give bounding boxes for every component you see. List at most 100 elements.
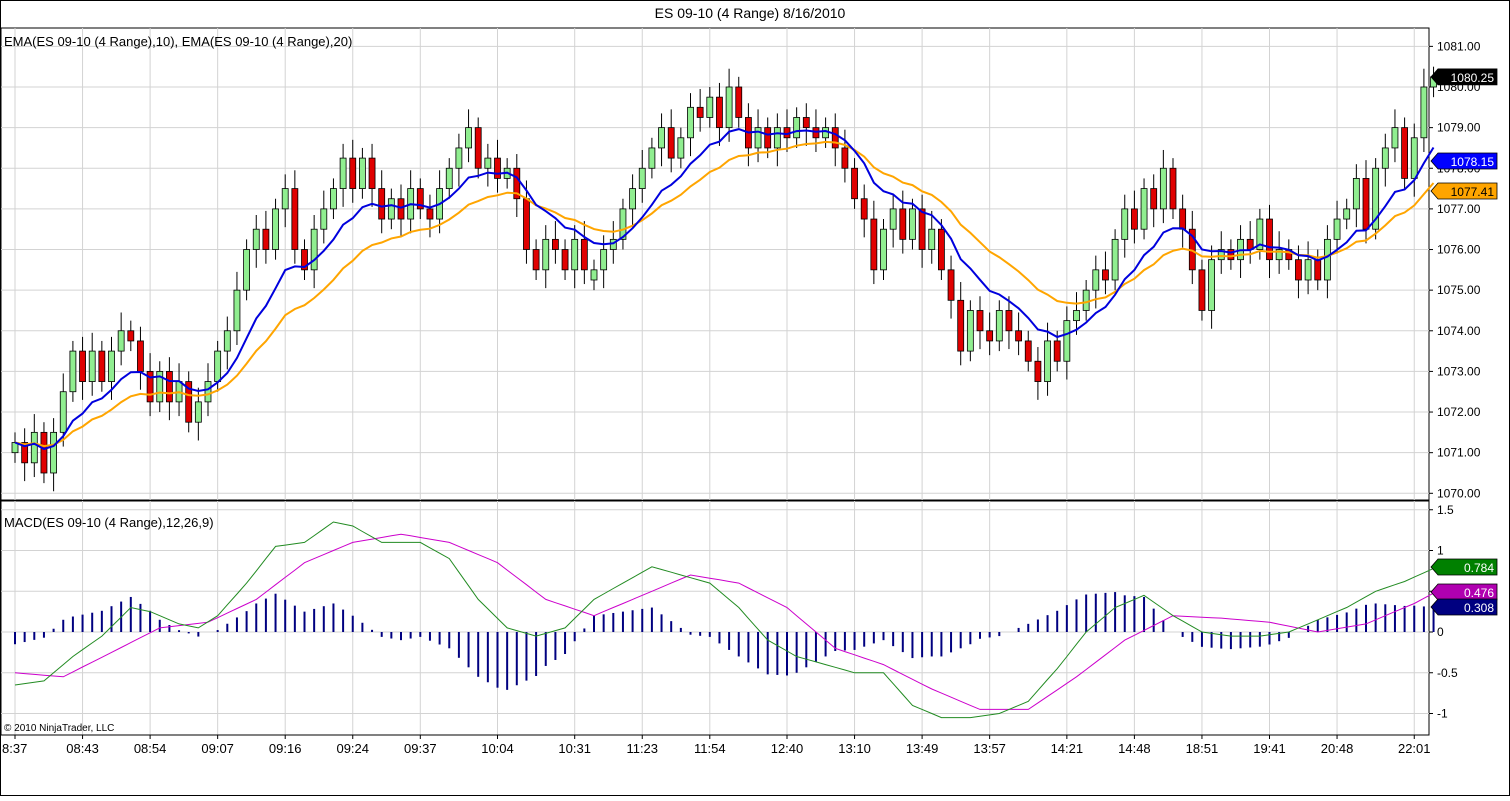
candle-down [764, 127, 772, 149]
ema-fast-line [14, 128, 1435, 451]
ema-fast-marker: 1078.15 [1430, 152, 1498, 170]
candle-down [40, 431, 48, 474]
candle-down [1198, 269, 1206, 311]
x-tick-label: 14:48 [1118, 741, 1151, 756]
candle-up [1333, 218, 1341, 240]
macd-histogram [14, 592, 1435, 690]
candle-down [165, 371, 173, 403]
candle-down [291, 188, 299, 250]
candle-up [638, 167, 646, 189]
candle-up [928, 228, 936, 250]
x-tick-label: 10:31 [558, 741, 591, 756]
x-tick-label: 08:43 [66, 741, 99, 756]
candle-down [1401, 127, 1408, 179]
macd-marker-box [1430, 558, 1498, 576]
last-price-marker-box [1430, 68, 1498, 86]
candle-down [831, 127, 839, 149]
candle-up [1208, 259, 1215, 311]
candle-down [474, 127, 482, 169]
candle-up [706, 96, 714, 118]
candle-down [378, 188, 386, 220]
candle-down [1150, 188, 1158, 210]
last-price-marker: 1080.25 [1430, 68, 1498, 86]
x-axis: 8:37 08:43 08:54 09:07 09:16 09:24 09:37 10:04 1… [1, 734, 1431, 756]
candle-down [841, 147, 849, 169]
candle-up [880, 228, 887, 271]
diff-marker: 0.308 [1430, 598, 1498, 616]
candle-down [1169, 167, 1177, 210]
x-tick-label: 13:57 [973, 741, 1006, 756]
candle-up [233, 289, 241, 332]
x-tick-label: 11:23 [626, 741, 658, 756]
candle-up [59, 391, 67, 433]
candle-down [416, 188, 424, 210]
candle-up [223, 330, 231, 352]
candle-up [339, 157, 347, 189]
candle-up [754, 127, 762, 149]
candle-up [619, 208, 627, 240]
candle-up [50, 431, 57, 474]
price-tick-label: 1072.00 [1437, 405, 1481, 419]
diff-marker-box [1430, 598, 1498, 616]
candle-up [243, 249, 251, 291]
candle-up [465, 127, 472, 149]
candle-up [571, 238, 579, 271]
price-tick-label: 1076.00 [1437, 243, 1481, 257]
candle-down [1005, 310, 1013, 332]
candle-down [716, 96, 723, 129]
candle-up [1420, 86, 1428, 139]
candle-down [1131, 208, 1138, 230]
candle-down [1314, 259, 1322, 281]
candle-up [272, 208, 279, 250]
candle-down [870, 218, 878, 271]
candle-up [310, 228, 318, 271]
candle-up [88, 350, 96, 382]
candle-up [484, 157, 492, 169]
macd-tick-label: -0.5 [1437, 666, 1458, 680]
candle-up [1044, 340, 1051, 382]
candle-down [1227, 249, 1235, 261]
price-tick-label: 1073.00 [1437, 364, 1481, 378]
candle-down [349, 157, 357, 189]
ema-slow-marker-box [1430, 182, 1498, 200]
candle-up [1391, 127, 1399, 149]
candle-down [79, 350, 86, 382]
candle-down [667, 127, 675, 159]
price-markers: 1080.25 1078.15 1077.41 [1430, 68, 1498, 200]
window-title: ES 09-10 (4 Range) 8/16/2010 [655, 5, 846, 21]
candle-up [1304, 259, 1312, 281]
candle-down [368, 157, 376, 189]
candle-up [1111, 238, 1119, 281]
candle-up [1159, 167, 1167, 210]
candle-up [1256, 218, 1264, 250]
candle-down [21, 442, 29, 464]
last-price-marker-label: 1080.25 [1451, 71, 1495, 85]
price-tick-label: 1081.00 [1437, 39, 1481, 53]
candle-up [1073, 310, 1080, 322]
candle-up [358, 157, 366, 189]
price-tick-label: 1071.00 [1437, 446, 1481, 460]
signal-marker-box [1430, 583, 1498, 601]
price-panel-title: EMA(ES 09-10 (4 Range),10), EMA(ES 09-10… [4, 34, 352, 49]
candle-up [108, 350, 115, 382]
candle-down [938, 228, 945, 271]
candle-down [851, 167, 858, 200]
candle-up [542, 238, 550, 271]
candle-down [561, 249, 569, 271]
candle-up [1372, 167, 1380, 230]
candle-down [976, 310, 984, 332]
candle-up [1352, 178, 1360, 210]
x-tick-label: 10:04 [481, 741, 514, 756]
x-tick-label: 19:41 [1253, 741, 1286, 756]
candle-up [1343, 208, 1351, 220]
candle-up [1381, 147, 1389, 169]
ema-fast-marker-label: 1078.15 [1451, 155, 1495, 169]
candle-up [330, 188, 337, 210]
macd-signal-line [14, 533, 1434, 710]
candle-up [194, 401, 202, 423]
candle-down [1102, 269, 1109, 281]
candle-up [204, 381, 212, 403]
